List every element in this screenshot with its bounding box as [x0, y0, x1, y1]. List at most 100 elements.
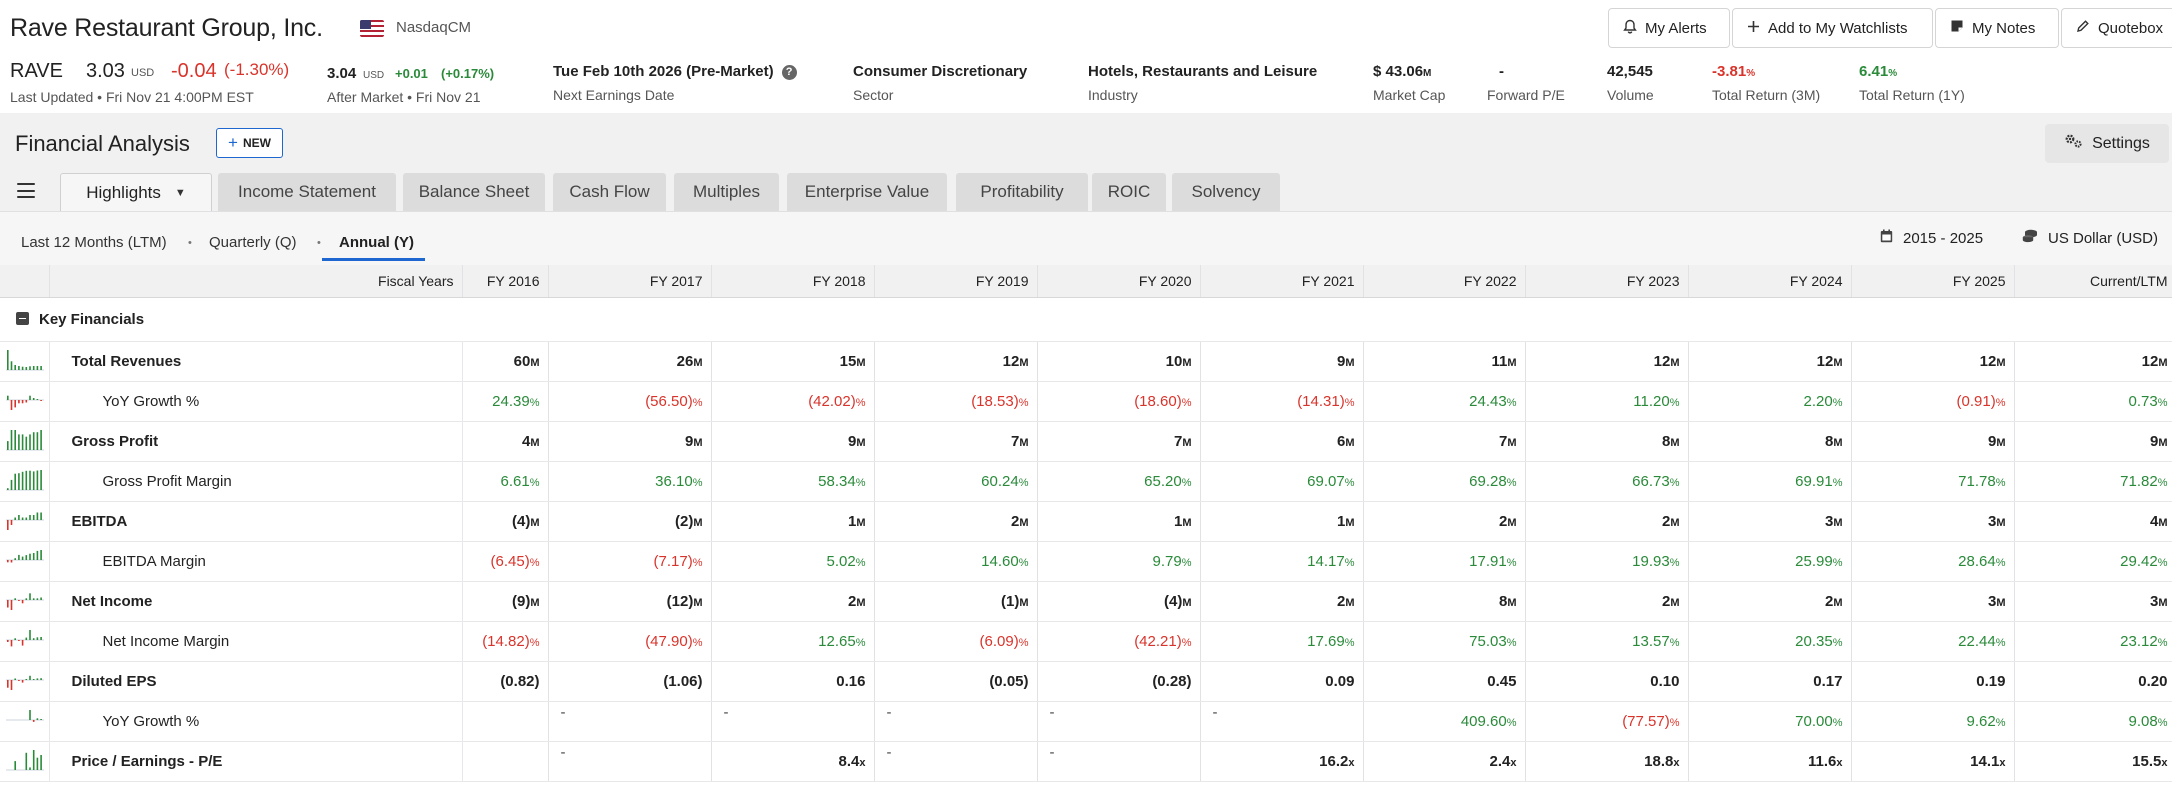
- value-cell[interactable]: 17.91%: [1363, 541, 1526, 582]
- value-cell[interactable]: 0.09: [1200, 661, 1364, 702]
- value-cell[interactable]: 29.42%: [2014, 541, 2172, 582]
- value-cell[interactable]: 6.61%: [462, 461, 549, 502]
- header-year[interactable]: FY 2017: [548, 265, 712, 298]
- value-cell[interactable]: 75.03%: [1363, 621, 1526, 662]
- value-cell[interactable]: 11.20%: [1525, 381, 1689, 422]
- tab-enterprise-value[interactable]: Enterprise Value: [787, 173, 947, 211]
- value-cell[interactable]: (18.53)%: [874, 381, 1038, 422]
- value-cell[interactable]: (0.91)%: [1851, 381, 2015, 422]
- value-cell[interactable]: 0.16: [711, 661, 875, 702]
- tab-cash-flow[interactable]: Cash Flow: [553, 173, 666, 211]
- value-cell[interactable]: 9M: [1851, 421, 2015, 462]
- sparkline-cell[interactable]: [0, 741, 50, 782]
- value-cell[interactable]: (1.06): [548, 661, 712, 702]
- value-cell[interactable]: -: [548, 741, 712, 782]
- value-cell[interactable]: 2M: [874, 501, 1038, 542]
- value-cell[interactable]: (9)M: [462, 581, 549, 622]
- sparkline-cell[interactable]: [0, 581, 50, 622]
- value-cell[interactable]: 5.02%: [711, 541, 875, 582]
- value-cell[interactable]: 12M: [874, 341, 1038, 382]
- value-cell[interactable]: 11M: [1363, 341, 1526, 382]
- year-range-selector[interactable]: 2015 - 2025: [1880, 229, 1983, 247]
- value-cell[interactable]: 11.6x: [1688, 741, 1852, 782]
- quotebox-button[interactable]: Quotebox: [2061, 8, 2172, 48]
- header-year[interactable]: FY 2025: [1851, 265, 2015, 298]
- value-cell[interactable]: -: [1037, 741, 1201, 782]
- value-cell[interactable]: 2M: [711, 581, 875, 622]
- value-cell[interactable]: 8.4x: [711, 741, 875, 782]
- currency-selector[interactable]: US Dollar (USD): [2022, 229, 2158, 247]
- value-cell[interactable]: 24.43%: [1363, 381, 1526, 422]
- value-cell[interactable]: 60.24%: [874, 461, 1038, 502]
- value-cell[interactable]: 7M: [874, 421, 1038, 462]
- value-cell[interactable]: 6M: [1200, 421, 1364, 462]
- value-cell[interactable]: 25.99%: [1688, 541, 1852, 582]
- value-cell[interactable]: 15M: [711, 341, 875, 382]
- value-cell[interactable]: 4M: [462, 421, 549, 462]
- value-cell[interactable]: (2)M: [548, 501, 712, 542]
- header-year[interactable]: FY 2023: [1525, 265, 1689, 298]
- value-cell[interactable]: 1M: [711, 501, 875, 542]
- sparkline-cell[interactable]: [0, 501, 50, 542]
- value-cell[interactable]: 70.00%: [1688, 701, 1852, 742]
- value-cell[interactable]: 3M: [1851, 501, 2015, 542]
- value-cell[interactable]: 28.64%: [1851, 541, 2015, 582]
- header-year[interactable]: Current/LTM: [2014, 265, 2172, 298]
- value-cell[interactable]: 9.08%: [2014, 701, 2172, 742]
- value-cell[interactable]: 4M: [2014, 501, 2172, 542]
- value-cell[interactable]: 9M: [2014, 421, 2172, 462]
- value-cell[interactable]: 23.12%: [2014, 621, 2172, 662]
- help-icon[interactable]: ?: [781, 65, 797, 80]
- sparkline-cell[interactable]: [0, 621, 50, 662]
- sparkline-cell[interactable]: [0, 541, 50, 582]
- value-cell[interactable]: 1M: [1037, 501, 1201, 542]
- value-cell[interactable]: 2M: [1525, 581, 1689, 622]
- sparkline-cell[interactable]: [0, 381, 50, 422]
- header-year[interactable]: FY 2016: [462, 265, 549, 298]
- header-year[interactable]: FY 2021: [1200, 265, 1364, 298]
- value-cell[interactable]: 3M: [2014, 581, 2172, 622]
- value-cell[interactable]: 0.45: [1363, 661, 1526, 702]
- value-cell[interactable]: 19.93%: [1525, 541, 1689, 582]
- header-year[interactable]: FY 2019: [874, 265, 1038, 298]
- value-cell[interactable]: 0.20: [2014, 661, 2172, 702]
- value-cell[interactable]: (6.09)%: [874, 621, 1038, 662]
- value-cell[interactable]: (0.28): [1037, 661, 1201, 702]
- period-quarterly[interactable]: Quarterly (Q): [209, 234, 297, 251]
- value-cell[interactable]: (47.90)%: [548, 621, 712, 662]
- value-cell[interactable]: 24.39%: [462, 381, 549, 422]
- value-cell[interactable]: -: [874, 741, 1038, 782]
- value-cell[interactable]: 14.1x: [1851, 741, 2015, 782]
- value-cell[interactable]: 69.91%: [1688, 461, 1852, 502]
- collapse-icon[interactable]: [16, 311, 29, 325]
- value-cell[interactable]: 14.60%: [874, 541, 1038, 582]
- settings-button[interactable]: Settings: [2045, 124, 2169, 163]
- my-notes-button[interactable]: My Notes: [1935, 8, 2059, 48]
- value-cell[interactable]: 1M: [1200, 501, 1364, 542]
- menu-icon[interactable]: [17, 183, 35, 198]
- value-cell[interactable]: (14.82)%: [462, 621, 549, 662]
- value-cell[interactable]: 9M: [548, 421, 712, 462]
- value-cell[interactable]: (7.17)%: [548, 541, 712, 582]
- value-cell[interactable]: 8M: [1688, 421, 1852, 462]
- value-cell[interactable]: 8M: [1363, 581, 1526, 622]
- tab-income-statement[interactable]: Income Statement: [218, 173, 396, 211]
- value-cell[interactable]: 12M: [1688, 341, 1852, 382]
- header-year[interactable]: FY 2018: [711, 265, 875, 298]
- value-cell[interactable]: 2.4x: [1363, 741, 1526, 782]
- value-cell[interactable]: 9M: [1200, 341, 1364, 382]
- value-cell[interactable]: 22.44%: [1851, 621, 2015, 662]
- value-cell[interactable]: 71.82%: [2014, 461, 2172, 502]
- value-cell[interactable]: 15.5x: [2014, 741, 2172, 782]
- value-cell[interactable]: 2M: [1200, 581, 1364, 622]
- value-cell[interactable]: 409.60%: [1363, 701, 1526, 742]
- value-cell[interactable]: (0.82): [462, 661, 549, 702]
- value-cell[interactable]: (14.31)%: [1200, 381, 1364, 422]
- industry-value[interactable]: Hotels, Restaurants and Leisure: [1088, 63, 1318, 80]
- my-alerts-button[interactable]: My Alerts: [1608, 8, 1730, 48]
- value-cell[interactable]: 13.57%: [1525, 621, 1689, 662]
- period-ltm[interactable]: Last 12 Months (LTM): [21, 234, 167, 251]
- value-cell[interactable]: (0.05): [874, 661, 1038, 702]
- value-cell[interactable]: 9.62%: [1851, 701, 2015, 742]
- value-cell[interactable]: 18.8x: [1525, 741, 1689, 782]
